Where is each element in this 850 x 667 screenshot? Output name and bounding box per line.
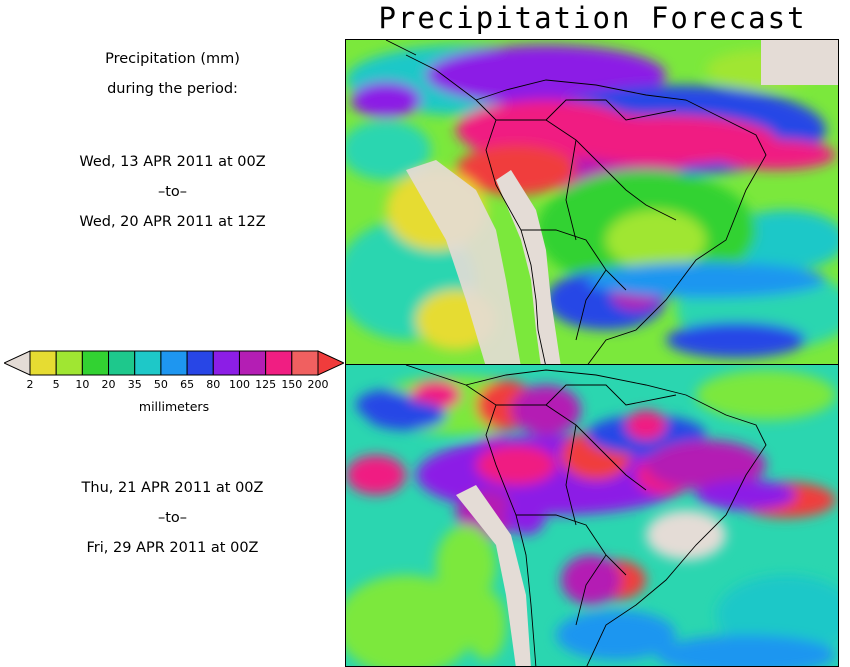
period-2-start: Thu, 21 APR 2011 at 00Z xyxy=(81,480,264,496)
page-title: Precipitation Forecast xyxy=(378,1,807,35)
legend-color-box xyxy=(81,350,110,376)
color-legend: 2 5 10 20 35 50 65 80 100 125 150 200 millimeters xyxy=(2,349,346,419)
forecast-map-period-1 xyxy=(345,39,839,366)
legend-color-box xyxy=(238,350,267,376)
legend-unit: millimeters xyxy=(138,399,210,414)
legend-tick-label: 100 xyxy=(228,378,250,391)
period-2-separator: –to– xyxy=(157,510,188,526)
legend-color-box xyxy=(55,350,83,376)
legend-tick-label: 150 xyxy=(281,378,303,391)
legend-tick-label: 2 xyxy=(26,378,34,391)
period-1-end: Wed, 20 APR 2011 at 12Z xyxy=(79,214,266,230)
legend-color-box xyxy=(108,350,136,376)
legend-color-box xyxy=(160,350,188,376)
legend-tick-label: 200 xyxy=(307,378,329,391)
legend-color-box xyxy=(291,350,319,376)
legend-max-triangle xyxy=(317,350,346,376)
legend-tick-label: 125 xyxy=(255,378,277,391)
period-2-label: Thu, 21 APR 2011 at 00Z –to– Fri, 29 APR… xyxy=(0,473,345,563)
legend-tick-label: 10 xyxy=(75,378,90,391)
legend-tick-label: 20 xyxy=(101,378,116,391)
period-2-end: Fri, 29 APR 2011 at 00Z xyxy=(86,540,259,556)
legend-colorbar xyxy=(2,350,346,376)
legend-color-box xyxy=(186,350,214,376)
legend-tick-label: 50 xyxy=(153,378,168,391)
period-1-start: Wed, 13 APR 2011 at 00Z xyxy=(79,154,266,170)
forecast-map-period-2 xyxy=(345,364,839,667)
legend-color-box xyxy=(134,350,162,376)
legend-tick-label: 80 xyxy=(206,378,221,391)
map-1-graphic xyxy=(346,40,838,365)
legend-tick-label: 5 xyxy=(52,378,60,391)
legend-color-box xyxy=(212,350,240,376)
map-2-graphic xyxy=(346,365,838,666)
legend-tick-label: 65 xyxy=(180,378,195,391)
period-1-separator: –to– xyxy=(157,184,188,200)
legend-color-box xyxy=(29,350,57,376)
legend-tick-label: 35 xyxy=(127,378,142,391)
header-line-2: during the period: xyxy=(107,81,238,97)
period-header: Precipitation (mm) during the period: xyxy=(0,44,345,104)
legend-tick-labels: 2 5 10 20 35 50 65 80 100 125 150 200 xyxy=(4,378,344,394)
legend-color-box xyxy=(265,350,293,376)
period-1-label: Wed, 13 APR 2011 at 00Z –to– Wed, 20 APR… xyxy=(0,147,345,237)
header-line-1: Precipitation (mm) xyxy=(105,51,240,67)
legend-min-triangle xyxy=(2,350,31,376)
